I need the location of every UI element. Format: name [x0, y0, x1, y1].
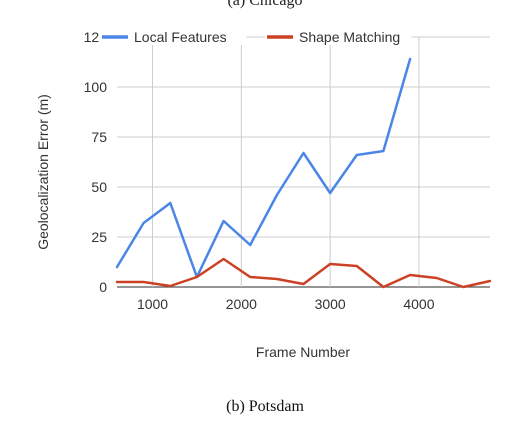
- x-tick-label: 1000: [137, 296, 168, 312]
- series-lines: [115, 57, 492, 289]
- y-axis-label: Geolocalization Error (m): [35, 94, 51, 250]
- legend-label: Local Features: [134, 29, 227, 45]
- x-tick-label: 2000: [226, 296, 257, 312]
- y-tick-label: 50: [91, 179, 107, 195]
- grid: [117, 36, 490, 288]
- series-line-shape-matching: [115, 257, 492, 289]
- legend-label: Shape Matching: [299, 29, 400, 45]
- previous-caption-text: (a) Chicago: [227, 0, 303, 9]
- x-axis-label: Frame Number: [256, 344, 350, 360]
- y-tick-label: 25: [91, 229, 107, 245]
- x-tick-label: 3000: [315, 296, 346, 312]
- x-tick-label: 4000: [403, 296, 434, 312]
- figure-caption: (b) Potsdam: [226, 398, 304, 415]
- previous-caption-fragment: (a) Chicago: [0, 0, 530, 14]
- y-tick-label: 0: [99, 279, 107, 295]
- y-tick-label: 75: [91, 129, 107, 145]
- y-tick-label: 100: [84, 79, 108, 95]
- legend: Local Features Shape Matching: [100, 29, 412, 45]
- legend-background: [100, 29, 247, 45]
- series-line-local-features: [115, 57, 412, 279]
- legend-background: [265, 29, 412, 45]
